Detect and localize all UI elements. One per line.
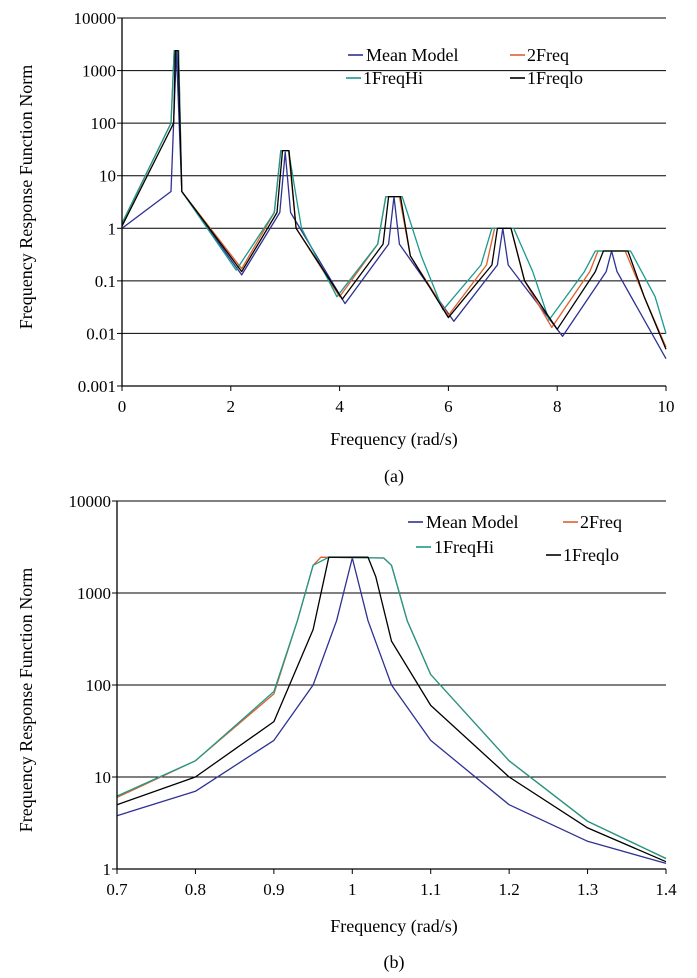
chart-panel-b: Frequency Response Function Norm 1101001… — [16, 492, 677, 973]
x-tick-label: 0.8 — [185, 880, 206, 899]
y-tick-label: 10 — [94, 768, 111, 787]
y-axis-label: Frequency Response Function Norm — [16, 65, 36, 329]
legend-label-1freqhi: 1FreqHi — [363, 68, 423, 88]
x-tick-label: 1 — [348, 880, 357, 899]
x-tick-label: 2 — [227, 397, 236, 416]
x-axis-label: Frequency (rad/s) — [330, 429, 457, 450]
y-tick-label: 0.1 — [95, 272, 116, 291]
legend-label-1freqhi: 1FreqHi — [434, 537, 494, 557]
y-tick-labels: 0.001 0.01 0.1 1 10 100 1000 10000 — [74, 9, 117, 396]
x-tick-label: 0.7 — [106, 880, 128, 899]
x-tick-labels: 0.7 0.8 0.9 1 1.1 1.2 1.3 1.4 — [106, 880, 677, 899]
x-tick-label: 1.2 — [499, 880, 520, 899]
y-tick-label: 1 — [108, 219, 117, 238]
y-tick-label: 100 — [86, 676, 112, 695]
y-tick-label: 1 — [103, 860, 112, 879]
y-tick-label: 10000 — [69, 492, 112, 511]
y-tick-label: 1000 — [82, 62, 116, 81]
series-line-1freqhi — [121, 49, 667, 334]
x-tick-label: 0.9 — [263, 880, 284, 899]
grid-lines — [117, 17, 667, 391]
y-tick-labels: 1 10 100 1000 10000 — [69, 492, 112, 879]
legend-label-mean-model: Mean Model — [426, 512, 518, 532]
x-tick-label: 1.3 — [577, 880, 598, 899]
legend-label-2freq: 2Freq — [527, 45, 569, 65]
x-tick-label: 0 — [118, 397, 127, 416]
series-line-mean-model — [121, 49, 667, 360]
legend-label-1freqlo: 1Freqlo — [563, 545, 619, 565]
x-tick-label: 4 — [335, 397, 344, 416]
x-tick-labels: 0 2 4 6 8 10 — [118, 397, 675, 416]
x-tick-label: 8 — [553, 397, 562, 416]
series-line-2freq — [116, 556, 667, 860]
legend: Mean Model 2Freq 1FreqHi 1Freqlo — [346, 45, 583, 88]
legend: Mean Model 2Freq 1FreqHi 1Freqlo — [408, 512, 622, 565]
series-line-1freqlo — [116, 556, 667, 863]
y-tick-label: 100 — [91, 114, 117, 133]
chart-panel-a: Frequency Response Function Norm 0.0010.… — [16, 9, 675, 487]
series-lines — [121, 49, 667, 360]
y-tick-label: 10 — [99, 167, 116, 186]
legend-label-2freq: 2Freq — [580, 512, 622, 532]
x-tick-label: 1.1 — [420, 880, 441, 899]
series-lines — [116, 556, 667, 865]
series-line-mean-model — [116, 557, 667, 865]
y-tick-label: 1000 — [77, 584, 111, 603]
y-axis-label: Frequency Response Function Norm — [16, 568, 36, 832]
y-tick-label: 0.001 — [78, 377, 116, 396]
series-line-1freqhi — [116, 556, 667, 860]
x-tick-label: 6 — [444, 397, 453, 416]
panel-caption: (a) — [384, 466, 404, 487]
x-tick-label: 1.4 — [655, 880, 677, 899]
legend-label-1freqlo: 1Freqlo — [527, 68, 583, 88]
y-tick-label: 0.01 — [86, 324, 116, 343]
x-tick-label: 10 — [658, 397, 675, 416]
legend-label-mean-model: Mean Model — [366, 45, 458, 65]
series-line-1freqlo — [121, 49, 667, 350]
y-tick-label: 10000 — [74, 9, 117, 28]
panel-caption: (b) — [384, 952, 405, 973]
x-axis-label: Frequency (rad/s) — [330, 916, 457, 937]
